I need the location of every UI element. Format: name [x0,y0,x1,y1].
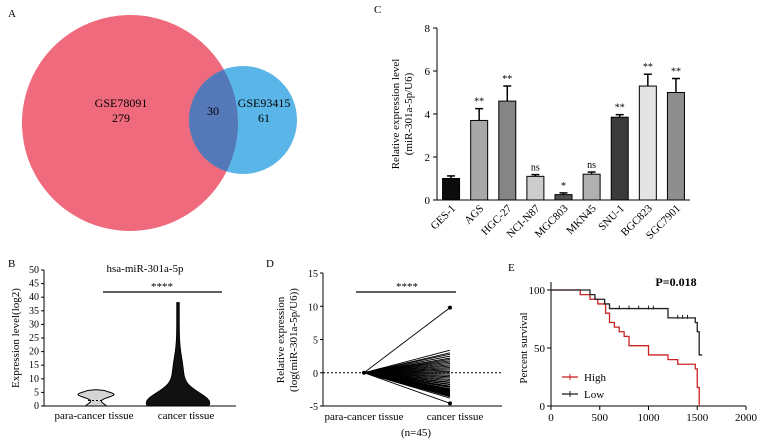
legend-label-high: High [584,372,607,384]
y-tick-label: 20 [29,347,39,358]
y-tick-label: 4 [425,109,431,121]
venn-right-count: 61 [258,111,270,125]
y-tick-label: 35 [29,306,39,317]
y-tick-label: 100 [529,285,546,297]
panel-letter-b: B [8,258,16,270]
x-tick-label: para-cancer tissue [324,411,403,423]
significance-label: **** [151,281,173,293]
y-tick-label: 10 [29,374,39,385]
venn-overlap-count: 30 [207,104,219,118]
panel-letter-d: D [266,258,274,270]
significance-label: ** [643,62,653,73]
significance-label: ns [531,163,540,174]
significance-label: ** [671,67,681,78]
y-tick-label: 5 [34,387,39,398]
survival-curve-low [551,289,703,356]
y-axis-label-2: (log(miR-301a-5p/U6)) [288,288,300,392]
paired-line [363,307,451,374]
y-tick-label: -5 [310,402,318,413]
panel-letter-c: C [374,4,382,16]
pair-end-point [448,305,452,310]
venn-left-label: GSE78091 [94,96,148,110]
y-axis-label: Expression level(log2) [10,288,22,388]
venn-left-count: 279 [112,111,130,125]
y-axis-label-2: (miR-301a-5p/U6) [403,72,415,155]
pair-start-point [362,370,366,375]
significance-label: * [561,181,566,192]
y-tick-label: 15 [29,360,39,371]
y-tick-label: 30 [29,319,39,330]
pair-end-point [448,401,452,406]
legend-label-low: Low [584,389,604,401]
y-tick-label: 10 [308,302,318,313]
sample-size-label: (n=45) [401,427,431,439]
significance-label: **** [396,281,418,293]
y-tick-label: 8 [425,23,431,35]
y-tick-label: 25 [29,333,39,344]
venn-right-label: GSE93415 [237,96,291,110]
y-tick-label: 0 [34,401,39,412]
significance-label: ** [474,97,484,108]
significance-label: ns [587,160,596,171]
x-tick-label: 1000 [638,412,661,424]
y-tick-label: 45 [29,279,39,290]
x-tick-label: cancer tissue [158,410,215,422]
y-tick-label: 15 [308,269,318,280]
significance-label: ** [615,103,625,114]
y-axis-label: Percent survival [518,312,530,383]
significance-label: ** [502,74,512,85]
y-tick-label: 0 [313,369,318,380]
y-tick-label: 50 [534,343,546,355]
x-tick-label: 1500 [686,412,709,424]
violin-para-cancer [77,389,115,407]
y-tick-label: 2 [425,152,431,164]
x-tick-label: 500 [592,412,609,424]
survival-curve-high [551,289,700,406]
panel-letter-e: E [508,262,515,274]
y-axis-label: Relative expression [275,296,287,383]
x-tick-label: para-cancer tissue [54,410,133,422]
p-value-annotation: P=0.018 [655,275,696,289]
panel-letter-a: A [8,8,16,20]
x-tick-label: 2000 [735,412,758,424]
violin-cancer [145,302,211,407]
paired-line [363,372,451,399]
y-tick-label: 0 [425,195,431,207]
paired-line [363,372,451,404]
y-tick-label: 40 [29,292,39,303]
y-tick-label: 5 [313,336,318,347]
y-tick-label: 50 [29,265,39,276]
y-tick-label: 0 [540,401,546,413]
y-axis-label: Relative expression level [390,59,402,170]
chart-title: hsa-miR-301a-5p [107,263,184,275]
x-tick-label: cancer tissue [427,411,484,423]
y-tick-label: 6 [425,66,431,78]
x-tick-label: 0 [548,412,554,424]
